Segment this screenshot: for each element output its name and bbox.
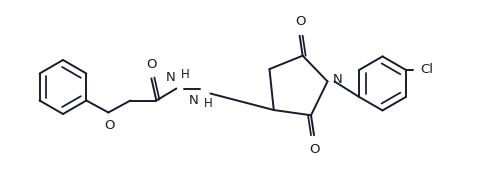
Text: O: O xyxy=(295,15,306,28)
Text: Cl: Cl xyxy=(420,63,433,76)
Text: N: N xyxy=(166,71,175,84)
Text: H: H xyxy=(180,68,189,80)
Text: N: N xyxy=(189,93,198,107)
Text: O: O xyxy=(104,118,115,132)
Text: O: O xyxy=(309,143,319,156)
Text: H: H xyxy=(203,96,212,109)
Text: O: O xyxy=(146,57,157,71)
Text: N: N xyxy=(333,73,342,86)
